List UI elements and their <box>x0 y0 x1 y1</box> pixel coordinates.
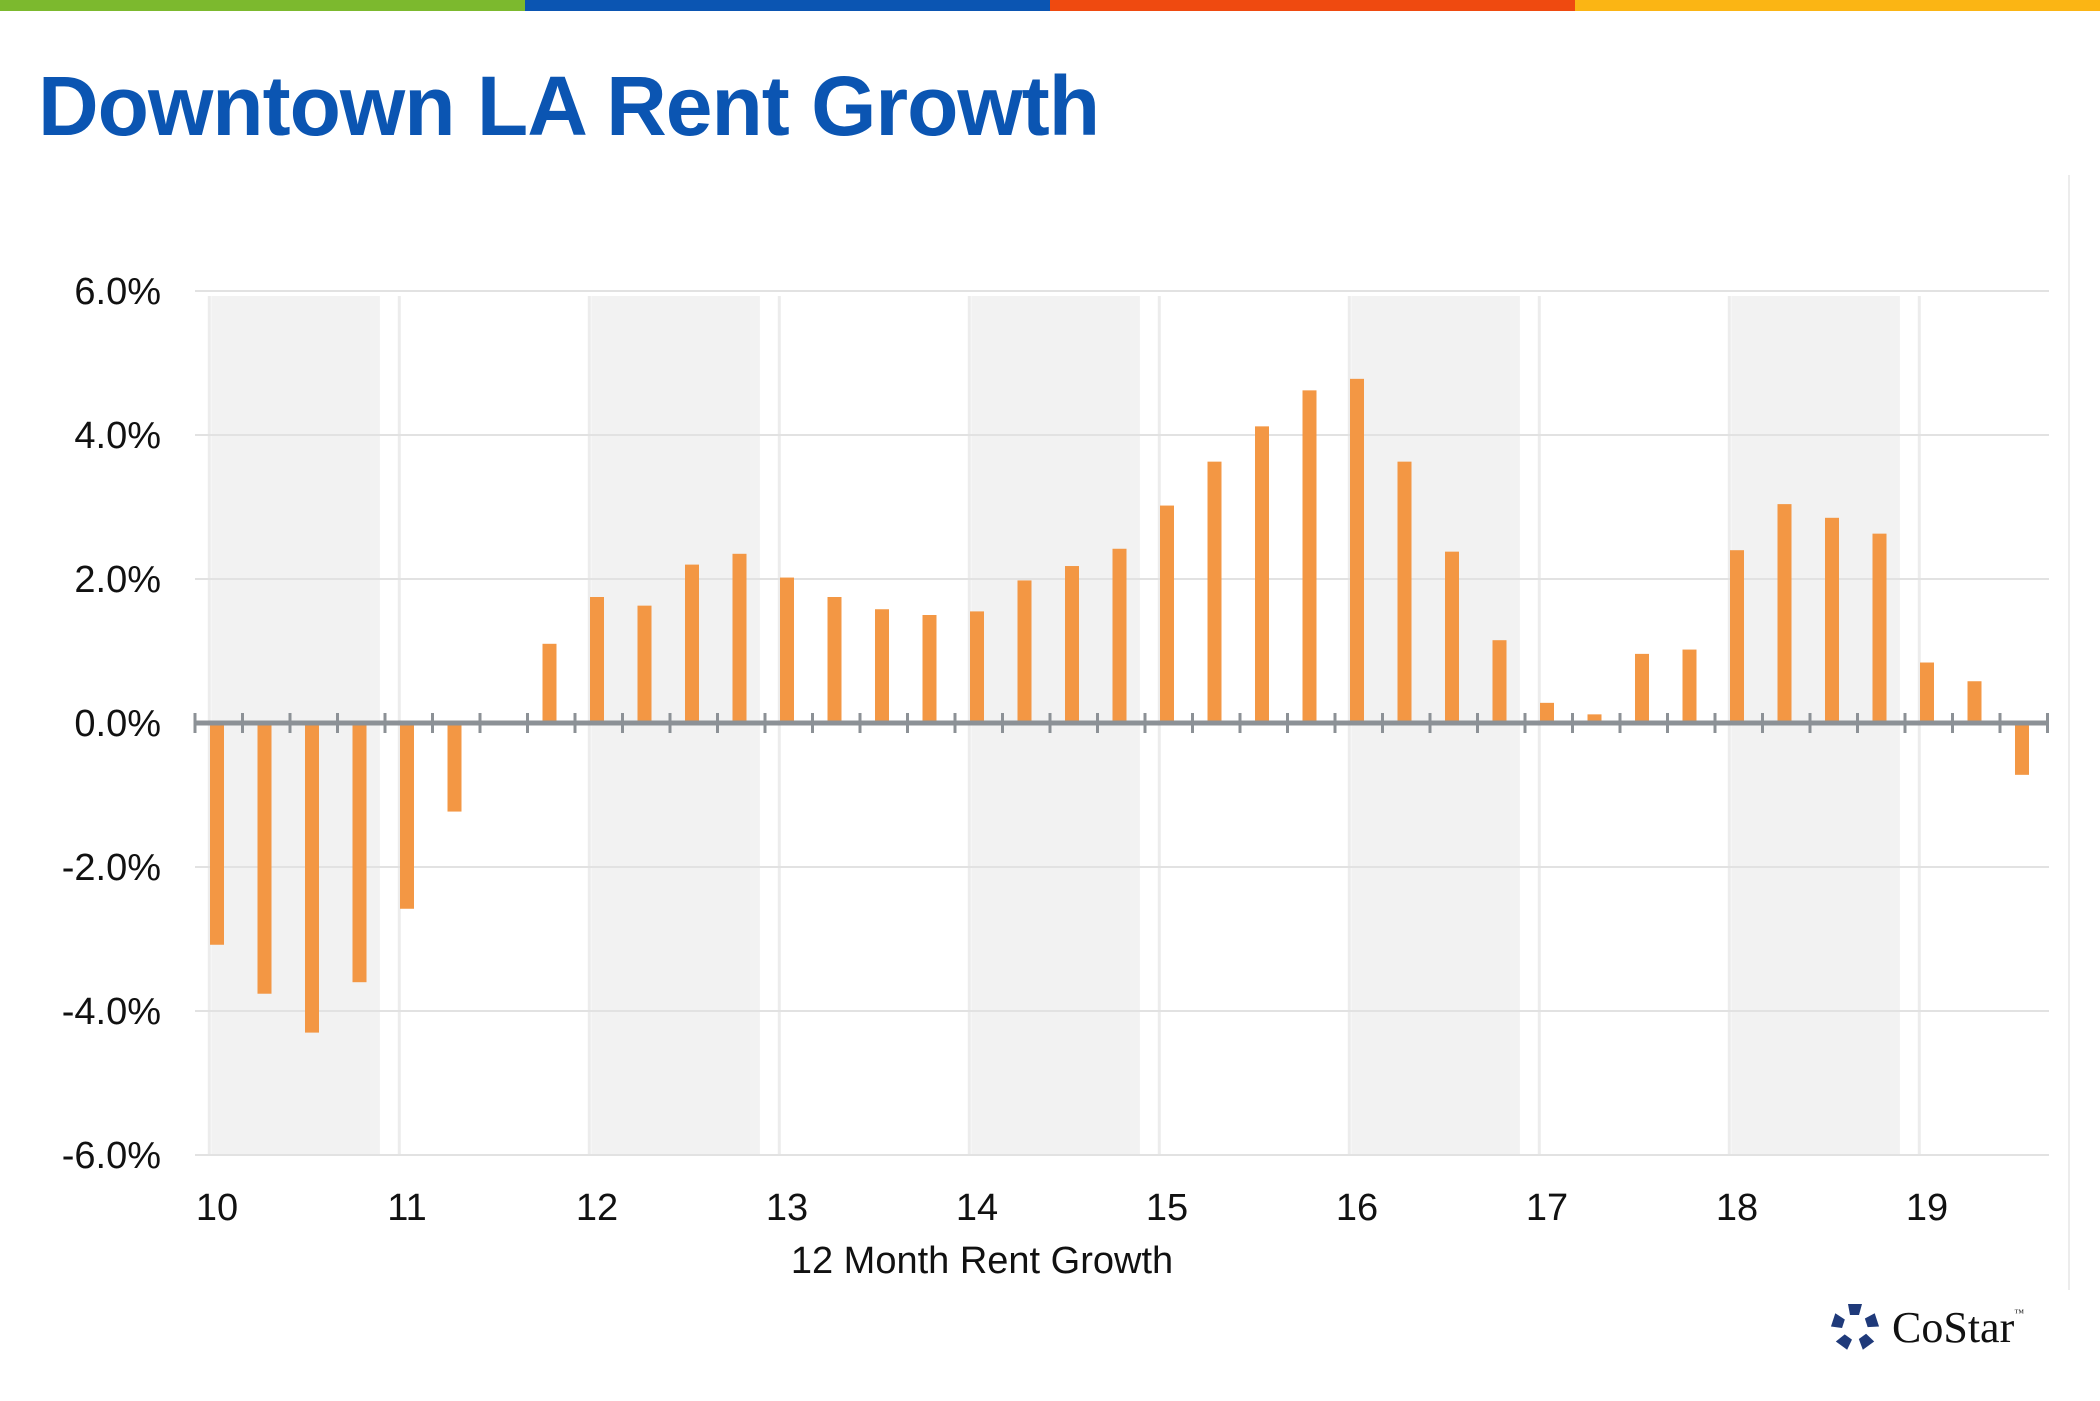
stripe-segment <box>0 0 525 11</box>
y-tick-label: 0.0% <box>74 703 161 745</box>
bar <box>1540 702 1554 723</box>
page-title: Downtown LA Rent Growth <box>38 59 1100 153</box>
stripe-segment <box>525 0 1050 11</box>
bar <box>780 577 794 723</box>
bar <box>732 553 747 723</box>
y-tick-label: -2.0% <box>62 847 161 889</box>
bar <box>1682 649 1697 723</box>
x-tick-label: 19 <box>1906 1187 1948 1229</box>
costar-logo: CoStar™ <box>1828 1300 2024 1354</box>
stripe-segment <box>1575 0 2100 11</box>
bar <box>922 615 937 723</box>
bar <box>590 597 604 723</box>
x-tick-label: 10 <box>196 1187 238 1229</box>
bar <box>1777 504 1792 723</box>
bar <box>1730 550 1744 723</box>
x-tick-label: 15 <box>1146 1187 1188 1229</box>
bar <box>400 723 414 909</box>
bar <box>210 723 224 945</box>
bar <box>305 723 319 1033</box>
x-tick-label: 18 <box>1716 1187 1758 1229</box>
x-tick-label: 16 <box>1336 1187 1378 1229</box>
bar <box>1967 681 1982 723</box>
bar <box>1160 505 1174 723</box>
logo-text: CoStar™ <box>1892 1302 2025 1352</box>
bar <box>1397 461 1412 723</box>
bar <box>542 643 557 723</box>
bar <box>1825 517 1839 723</box>
costar-star-icon <box>1830 1304 1880 1350</box>
y-tick-label: 6.0% <box>74 271 161 313</box>
y-tick-label: 2.0% <box>74 559 161 601</box>
y-tick-label: 4.0% <box>74 415 161 457</box>
bar <box>1635 653 1649 723</box>
bar <box>352 723 367 983</box>
bar <box>1302 390 1317 723</box>
bar <box>827 597 842 723</box>
y-tick-label: -4.0% <box>62 991 161 1033</box>
bar <box>1492 640 1507 723</box>
bar <box>1017 580 1032 723</box>
bar <box>637 605 652 723</box>
bar <box>1587 714 1602 723</box>
bar <box>447 723 462 812</box>
bar <box>1872 533 1887 723</box>
x-tick-label: 13 <box>766 1187 808 1229</box>
bar <box>1065 566 1079 723</box>
bar <box>970 611 984 723</box>
x-axis-label: 12 Month Rent Growth <box>791 1240 1173 1282</box>
bar <box>875 609 889 723</box>
bar <box>1445 551 1459 723</box>
x-tick-label: 12 <box>576 1187 618 1229</box>
y-tick-label: -6.0% <box>62 1135 161 1177</box>
bar <box>1920 662 1934 723</box>
x-tick-label: 14 <box>956 1187 998 1229</box>
x-tick-label: 17 <box>1526 1187 1568 1229</box>
bar <box>1255 426 1269 723</box>
bar <box>1112 548 1127 723</box>
bar <box>257 723 272 994</box>
stripe-segment <box>1050 0 1575 11</box>
bar <box>1350 378 1364 723</box>
bar <box>2015 723 2029 775</box>
bar <box>1207 461 1222 723</box>
x-tick-label: 11 <box>387 1187 426 1229</box>
bar <box>685 564 699 723</box>
